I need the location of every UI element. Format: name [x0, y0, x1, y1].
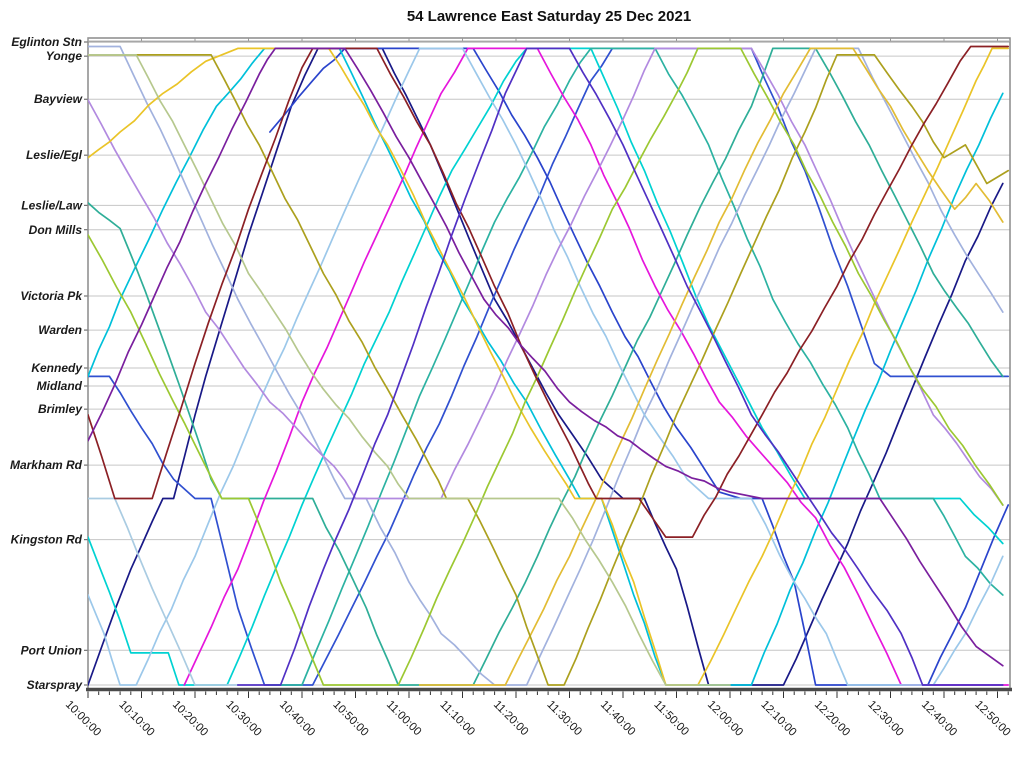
x-tick-label: 10:50:00 — [330, 699, 370, 739]
trip-cyan-b — [88, 47, 1004, 686]
trip-olive — [88, 54, 1010, 686]
chart-title: 54 Lawrence East Saturday 25 Dec 2021 — [406, 8, 692, 25]
station-label: Brimley — [38, 402, 83, 416]
trip-sea-green — [88, 47, 1004, 686]
x-tick-label: 10:10:00 — [116, 699, 156, 739]
station-label: Victoria Pk — [20, 289, 83, 303]
station-label: Leslie/Law — [21, 198, 82, 212]
trip-gold-a — [88, 47, 1010, 686]
x-tick-label: 11:30:00 — [544, 699, 584, 739]
x-tick-label: 12:50:00 — [972, 699, 1012, 739]
trip-purple — [88, 47, 1004, 667]
trip-sky-blue-a — [88, 47, 1004, 686]
station-label: Kennedy — [31, 361, 83, 375]
trip-magenta — [183, 47, 1010, 686]
station-label: Port Union — [21, 643, 82, 657]
x-tick-label: 12:40:00 — [919, 699, 959, 739]
trip-yellow-green — [88, 47, 1004, 686]
station-label: Don Mills — [29, 223, 83, 237]
x-tick-label: 11:10:00 — [437, 699, 477, 739]
trip-gold-b — [418, 47, 1004, 686]
x-tick-label: 12:00:00 — [705, 699, 745, 739]
trip-royal-blue-b — [269, 47, 1010, 686]
trip-royal-blue-a — [88, 47, 1010, 686]
x-tick-label: 12:10:00 — [758, 699, 798, 739]
x-tick-label: 11:20:00 — [491, 699, 531, 739]
x-tick-label: 10:30:00 — [223, 699, 263, 739]
trip-lines — [88, 45, 1010, 686]
trip-dark-violet — [236, 47, 1004, 686]
trip-plum — [88, 47, 1004, 506]
station-label: Kingston Rd — [11, 533, 83, 547]
station-label: Leslie/Egl — [26, 148, 83, 162]
x-tick-label: 10:00:00 — [63, 699, 103, 739]
station-label: Warden — [38, 323, 82, 337]
station-label: Bayview — [34, 92, 83, 106]
station-label: Starspray — [27, 678, 84, 692]
station-label: Markham Rd — [10, 458, 83, 472]
trip-cyan-a — [88, 47, 1004, 686]
x-tick-label: 10:20:00 — [170, 699, 210, 739]
station-label: Midland — [37, 379, 83, 393]
x-tick-label: 12:30:00 — [865, 699, 905, 739]
trip-sky-blue-b — [88, 497, 239, 686]
station-label: Yonge — [46, 49, 83, 63]
x-tick-label: 11:50:00 — [651, 699, 691, 739]
x-tick-label: 11:00:00 — [384, 699, 424, 739]
trip-periwinkle — [88, 45, 1004, 686]
x-tick-label: 10:40:00 — [277, 699, 317, 739]
station-label: Eglinton Stn — [11, 35, 82, 49]
trip-navy — [88, 47, 1004, 686]
trip-maroon — [88, 45, 1010, 538]
trip-pale-green — [88, 54, 731, 686]
x-tick-label: 12:20:00 — [812, 699, 852, 739]
x-tick-label: 11:40:00 — [598, 699, 638, 739]
